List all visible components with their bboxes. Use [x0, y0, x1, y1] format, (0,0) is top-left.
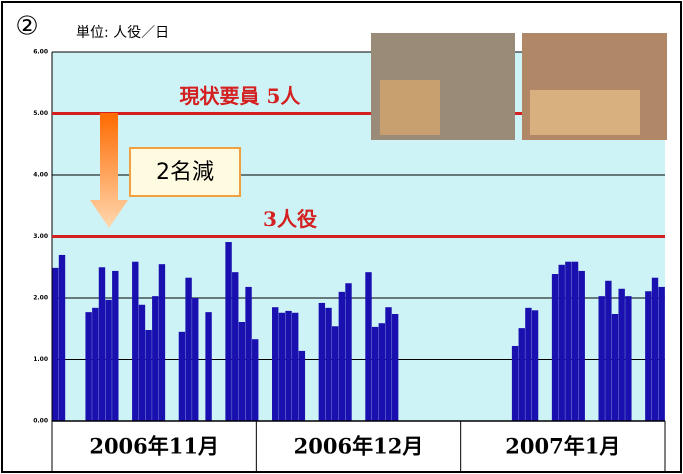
bar — [618, 289, 624, 421]
bar — [279, 313, 285, 421]
bar — [112, 271, 118, 421]
bar — [319, 303, 325, 421]
y-tick-label: 5.00 — [33, 110, 48, 117]
bar — [392, 314, 398, 421]
bar — [572, 262, 578, 421]
photo-detail — [530, 90, 640, 135]
bar — [332, 326, 338, 421]
bar — [192, 298, 198, 421]
reference-label: 現状要員 5人 — [180, 84, 302, 108]
bar — [292, 313, 298, 421]
bar — [139, 305, 145, 421]
bar — [532, 310, 538, 421]
bar — [512, 346, 518, 421]
bar — [232, 272, 238, 421]
bar — [605, 281, 611, 421]
bar — [85, 312, 91, 421]
bar — [105, 300, 111, 421]
bar — [272, 307, 278, 421]
bar — [565, 262, 571, 421]
bar — [339, 292, 345, 421]
bar — [92, 308, 98, 421]
photo-detail — [380, 80, 440, 135]
unit-label: 単位: 人役／日 — [76, 25, 169, 41]
bar — [612, 314, 618, 421]
y-tick-label: 2.00 — [33, 295, 48, 302]
chart: ② 単位: 人役／日 0.00 1.00 2.00 3.00 4.00 5.00 6.00 2… — [0, 0, 683, 474]
bar — [552, 274, 558, 421]
bar — [652, 278, 658, 421]
y-tick-label: 4.00 — [33, 172, 48, 179]
bar — [285, 311, 291, 421]
bar — [59, 255, 65, 421]
bar — [372, 327, 378, 421]
bar — [245, 287, 251, 421]
bar — [205, 312, 211, 421]
bar — [152, 296, 158, 421]
bar — [345, 283, 351, 421]
bar — [159, 264, 165, 421]
bar — [325, 308, 331, 421]
bar — [239, 322, 245, 421]
x-group-label: 2006年11月 — [89, 434, 219, 459]
bar — [99, 267, 105, 421]
bar — [525, 308, 531, 421]
bar — [559, 265, 565, 421]
annotation: 2名減 — [156, 160, 214, 185]
y-tick-label: 3.00 — [33, 233, 48, 240]
bar — [658, 287, 664, 421]
bar — [365, 272, 371, 421]
bar — [385, 307, 391, 421]
bar — [185, 278, 191, 421]
bar — [225, 242, 231, 421]
bar — [145, 330, 151, 421]
bar — [179, 332, 185, 421]
y-tick-label: 6.00 — [33, 49, 48, 56]
bar — [52, 268, 58, 421]
bar — [599, 296, 605, 421]
reference-label: 3人役 — [263, 207, 317, 231]
bar — [299, 351, 305, 421]
bar — [252, 339, 258, 421]
bar — [519, 328, 525, 421]
x-group-label: 2006年12月 — [294, 434, 424, 459]
bar — [379, 323, 385, 421]
bar — [579, 271, 585, 421]
x-group-label: 2007年1月 — [505, 434, 620, 459]
y-tick-label: 0.00 — [33, 418, 48, 425]
badge: ② — [15, 12, 38, 42]
bar — [132, 262, 138, 421]
bar — [645, 291, 651, 421]
bar — [625, 296, 631, 421]
y-tick-label: 1.00 — [33, 356, 48, 363]
